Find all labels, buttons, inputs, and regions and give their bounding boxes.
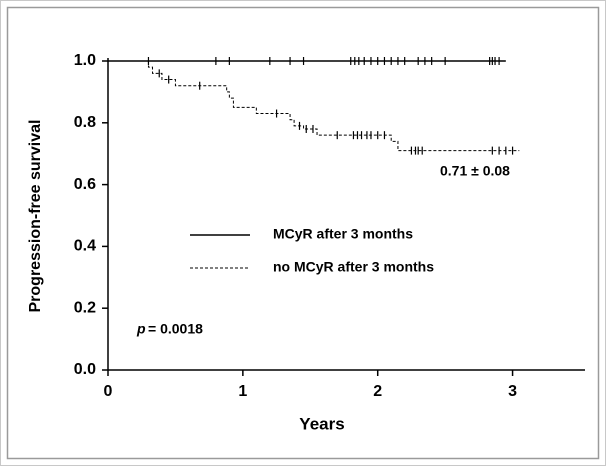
inner-frame (6, 6, 600, 460)
x-tick-label: 0 (104, 383, 113, 400)
x-axis-label: Years (299, 414, 344, 433)
p-symbol: p (136, 321, 146, 337)
p-value: = 0.0018 (148, 321, 203, 337)
x-tick-label: 2 (373, 383, 382, 400)
legend-label: no MCyR after 3 months (273, 259, 434, 275)
y-tick-label: 0.8 (74, 114, 96, 131)
y-tick-label: 0.2 (74, 299, 96, 316)
x-tick-label: 1 (238, 383, 247, 400)
y-tick-label: 0.4 (74, 238, 96, 255)
x-tick-label: 3 (508, 383, 517, 400)
y-axis-label: Progression-free survival (27, 120, 44, 313)
y-tick-label: 1.0 (74, 52, 96, 69)
y-tick-label: 0.0 (74, 361, 96, 378)
estimate-annotation: 0.71 ± 0.08 (440, 163, 510, 179)
survival-curve (108, 60, 520, 152)
legend-label: MCyR after 3 months (273, 226, 413, 242)
y-tick-label: 0.6 (74, 176, 96, 193)
